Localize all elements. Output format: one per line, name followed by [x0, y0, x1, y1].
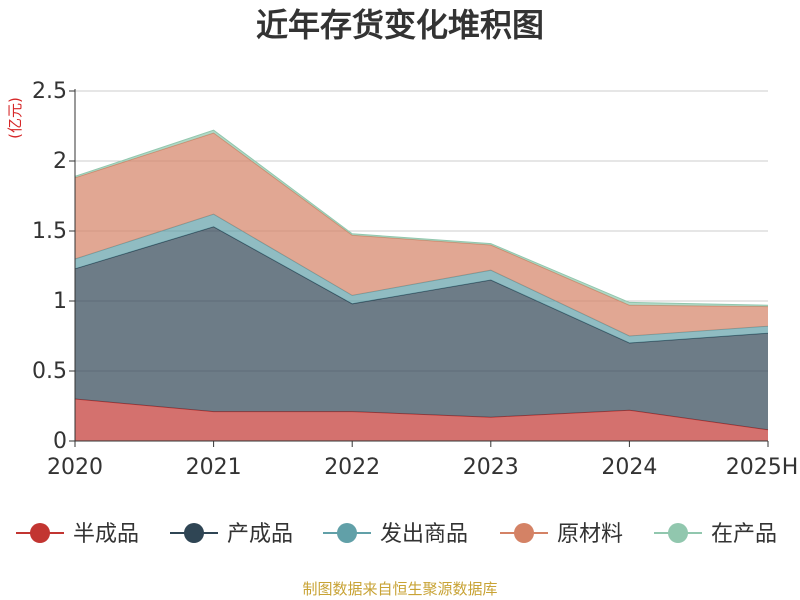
legend[interactable]: 半成品 产成品 发出商品 原材料 在产品 [16, 522, 777, 547]
legend-item-发出商品[interactable]: 发出商品 [323, 522, 468, 547]
legend-label: 发出商品 [380, 522, 468, 547]
x-tick-label: 2021 [186, 455, 242, 480]
legend-label: 半成品 [73, 522, 139, 547]
y-tick-label: 0.5 [32, 359, 67, 384]
stacked-areas [74, 129, 769, 441]
line-在产品 [74, 129, 769, 306]
axes: 0 0.5 1 1.5 2 2.5 2020 2021 2022 2023 2024 2025H [32, 79, 798, 480]
x-tick-label: 2024 [601, 455, 657, 480]
y-tick-label: 1 [53, 289, 67, 314]
y-tick-label: 2.5 [32, 79, 67, 104]
x-tick-label: 2025H [726, 455, 799, 480]
x-tick-label: 2023 [463, 455, 519, 480]
legend-label: 在产品 [711, 522, 777, 547]
legend-item-半成品[interactable]: 半成品 [16, 522, 139, 547]
area-半成品 [75, 399, 768, 441]
legend-marker [668, 523, 688, 543]
y-tick-label: 0 [53, 429, 67, 454]
legend-item-产成品[interactable]: 产成品 [170, 522, 293, 547]
legend-marker [30, 523, 50, 543]
y-tick-label: 2 [53, 149, 67, 174]
source-note: 制图数据来自恒生聚源数据库 [302, 580, 497, 598]
x-tick-label: 2020 [47, 455, 103, 480]
legend-item-原材料[interactable]: 原材料 [500, 522, 623, 547]
area-原材料 [75, 133, 768, 336]
legend-item-在产品[interactable]: 在产品 [654, 522, 777, 547]
legend-label: 产成品 [227, 522, 293, 547]
x-tick-label: 2022 [324, 455, 380, 480]
legend-marker [337, 523, 357, 543]
legend-marker [514, 523, 534, 543]
chart-title: 近年存货变化堆积图 [256, 6, 544, 44]
y-axis-unit-label: (亿元) [6, 97, 24, 139]
legend-marker [184, 523, 204, 543]
area-产成品 [75, 226, 768, 430]
y-tick-label: 1.5 [32, 219, 67, 244]
legend-label: 原材料 [557, 522, 623, 547]
